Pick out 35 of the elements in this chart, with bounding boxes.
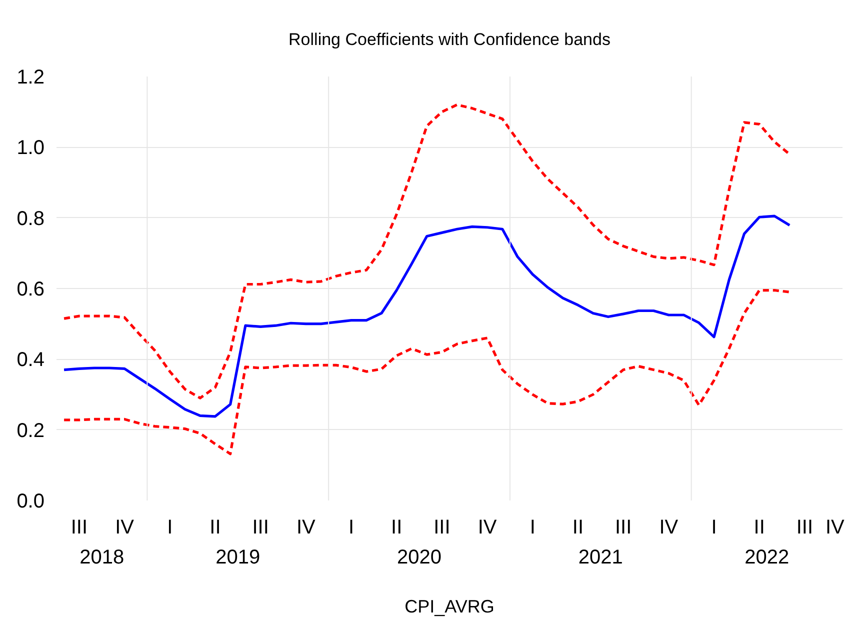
x-tick-label: I [348,516,354,538]
x-tick-label: III [796,516,814,538]
y-tick-label: 0.8 [16,208,45,230]
text: 2022 [744,546,790,568]
chart-title: Rolling Coefficients with Confidence bands [288,30,610,49]
x-tick-label: IV [659,516,679,538]
x-tick-label: III [614,516,632,538]
x-tick-label: IV [115,516,135,538]
y-tick-label: 0.2 [16,420,45,442]
x-tick-label: III [252,516,269,538]
x-tick-label: IV [296,516,316,538]
line-series [62,214,791,418]
y-tick-label: 0.0 [16,490,45,512]
text: 2021 [578,546,623,568]
text: 2020 [397,546,442,568]
x-tick-label: I [167,516,173,538]
x-tick-label: II [210,516,221,538]
x-tick-label: I [711,516,717,538]
y-tick-label: 0.4 [16,349,45,372]
text: 2019 [216,546,260,568]
y-tick-label: 0.6 [16,278,45,300]
x-axis-title: CPI_AVRG [404,596,494,616]
x-tick-label: IV [478,516,498,538]
y-tick-label: 1.0 [16,137,45,160]
x-tick-label: II [391,516,402,538]
x-tick-label: II [754,516,765,538]
x-tick-label: III [70,516,88,538]
x-tick-label: IV [825,516,846,538]
text: 2018 [80,546,124,568]
line-series [62,288,791,456]
y-tick-label: 1.2 [16,66,45,88]
x-tick-label: II [572,516,584,538]
x-tick-label: I [530,516,536,538]
line-series [62,103,791,400]
x-tick-label: III [434,516,450,538]
